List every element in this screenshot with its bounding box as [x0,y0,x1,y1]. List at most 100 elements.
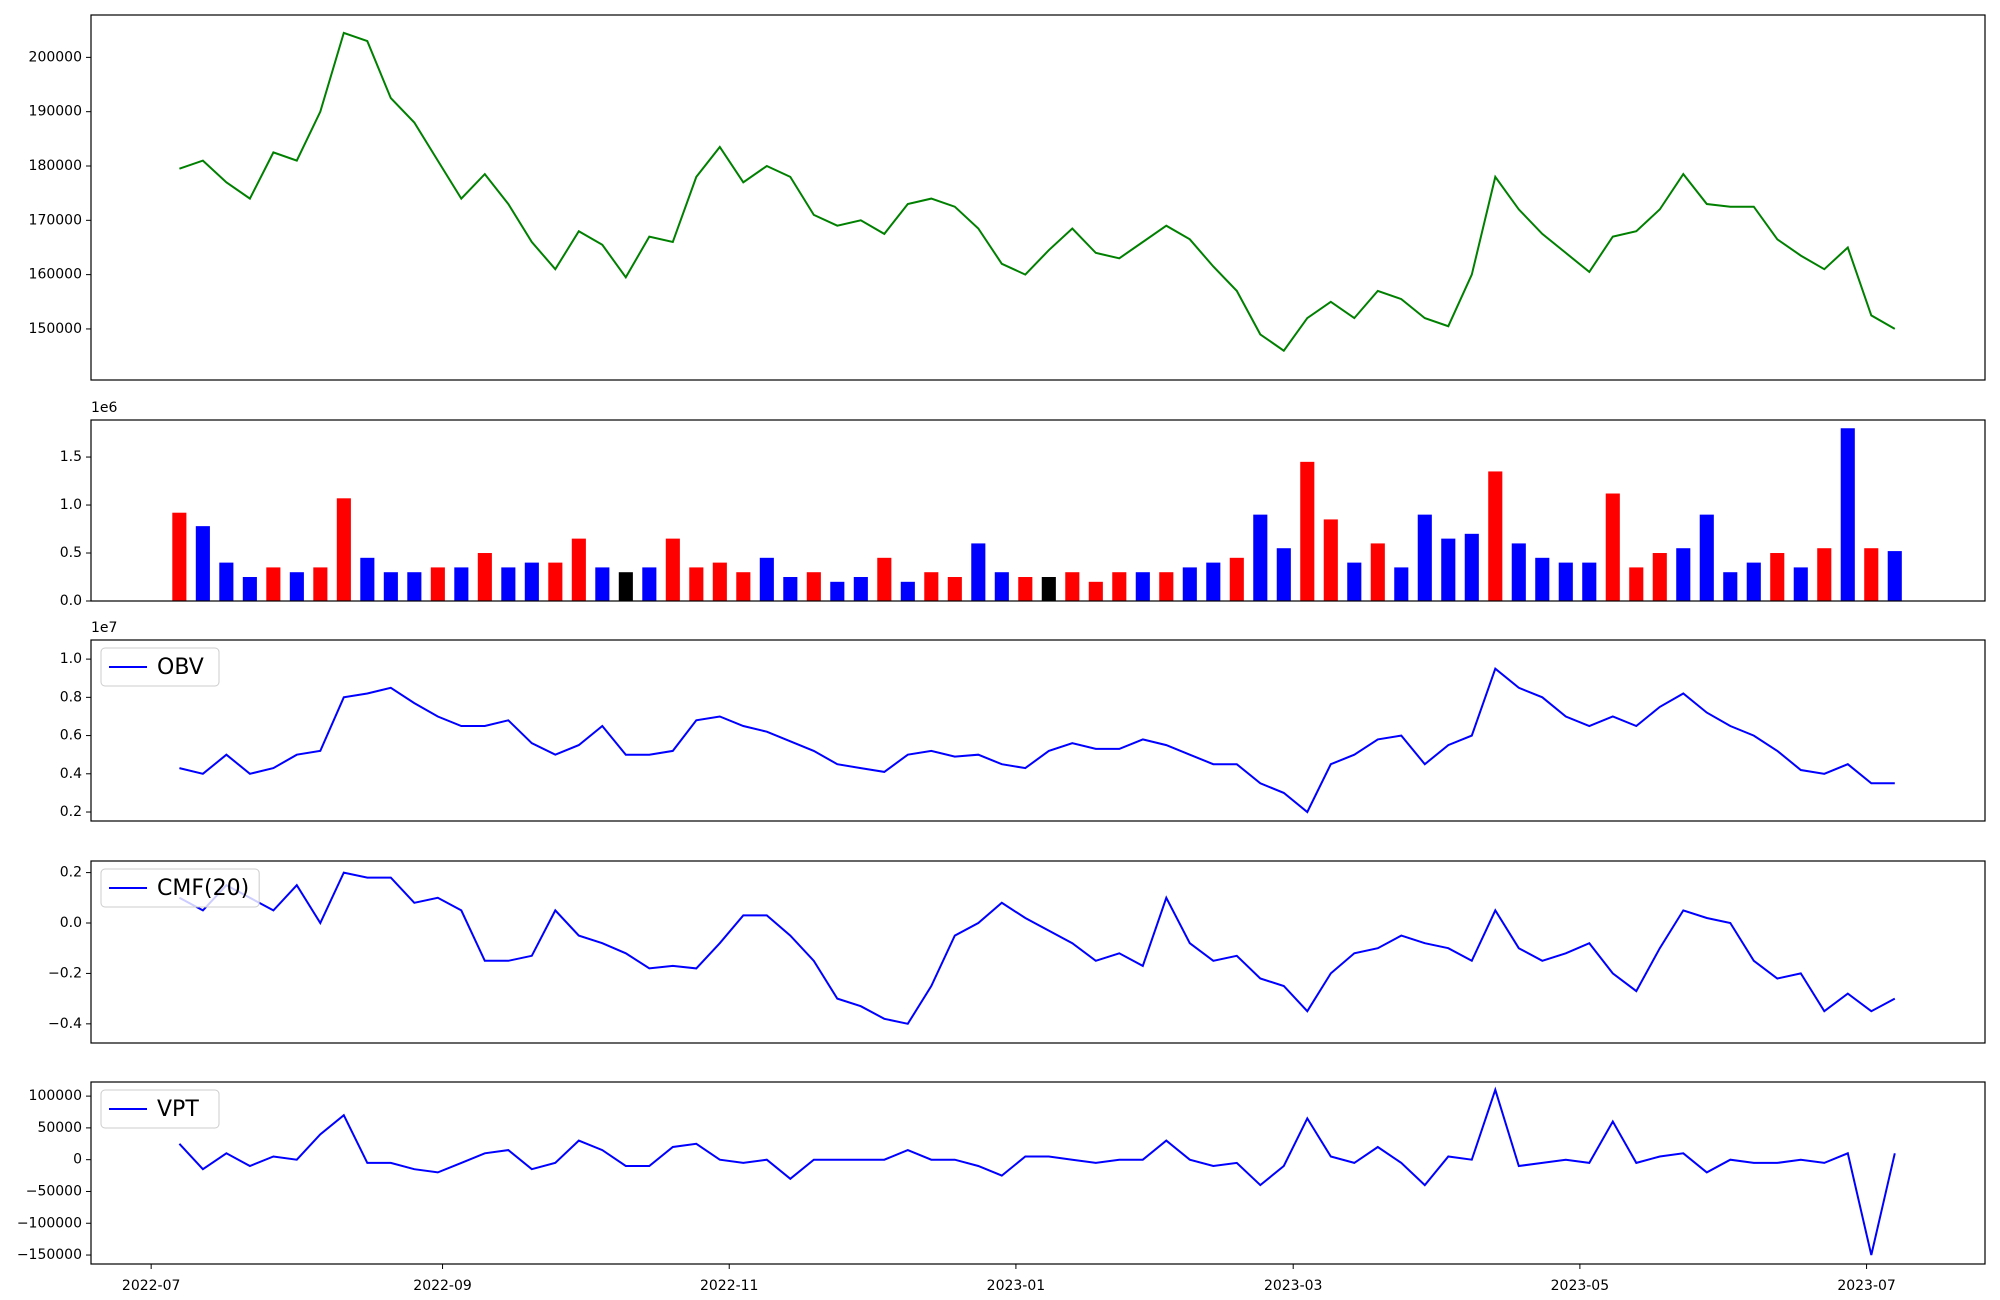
bar [524,562,539,601]
bar [853,577,868,601]
bar [1323,519,1338,601]
bar [1018,577,1033,601]
legend-label: CMF(20) [157,876,249,901]
bar [1276,548,1291,601]
y-tick-label: 150000 [29,321,82,337]
bar [172,512,187,601]
legend-label: VPT [157,1097,199,1122]
bar [1370,543,1385,601]
y-tick-label: −0.4 [48,1016,82,1032]
y-tick-label: 200000 [29,49,82,65]
bar [548,562,563,601]
bar [219,562,234,601]
x-tick-label: 2023-03 [1264,1278,1323,1294]
offset-text: 1e6 [91,400,118,416]
y-tick-label: 0.0 [60,915,82,931]
x-tick-label: 2022-11 [700,1278,759,1294]
bar [1840,428,1855,601]
y-tick-label: −0.2 [48,965,82,981]
bar [900,581,915,601]
y-tick-label: 0 [73,1152,82,1168]
axes-frame [90,639,1986,822]
axes-frame [90,1081,1986,1265]
bar [501,567,516,601]
y-tick-label: 100000 [29,1088,82,1104]
bar [571,538,586,601]
bar [407,572,422,601]
bar [1793,567,1808,601]
y-tick-label: 190000 [29,104,82,120]
bar [1605,493,1620,601]
bar [430,567,445,601]
bar [1206,562,1221,601]
y-tick-label: −50000 [26,1183,82,1199]
x-tick-label: 2023-07 [1837,1278,1896,1294]
bar [1864,548,1879,601]
y-tick-label: 0.0 [60,593,82,609]
y-tick-label: 1.5 [60,449,82,465]
line-series [179,667,1895,814]
bar [994,572,1009,601]
y-tick-label: 1.0 [60,497,82,513]
y-tick-label: −150000 [17,1247,82,1263]
bar [1182,567,1197,601]
bar [289,572,304,601]
bar [830,581,845,601]
axes-frame [90,419,1986,602]
bar [1417,514,1432,601]
bar [1488,471,1503,601]
bar [1347,562,1362,601]
bar [1582,562,1597,601]
y-tick-label: 0.6 [60,728,82,744]
bar [1253,514,1268,601]
legend-label: OBV [157,655,204,680]
y-tick-label: 50000 [37,1120,82,1136]
bar [1088,581,1103,601]
bar [1511,543,1526,601]
bar [1699,514,1714,601]
y-tick-label: 0.2 [60,804,82,820]
bar [689,567,704,601]
bar [1652,553,1667,601]
line-series [178,1086,1896,1256]
bar [1770,553,1785,601]
bar [195,526,210,601]
bar [1629,567,1644,601]
bar [595,567,610,601]
bar [1723,572,1738,601]
bar [924,572,939,601]
bar [1464,533,1479,601]
bar [1041,577,1056,601]
bar [971,543,986,601]
bar [642,567,657,601]
bar [1887,551,1902,601]
y-tick-label: 160000 [29,267,82,283]
line-series [178,871,1896,1025]
bar [783,577,798,601]
x-tick-label: 2022-09 [413,1278,472,1294]
bar [1394,567,1409,601]
bar [1229,557,1244,601]
bar [1558,562,1573,601]
bar [242,577,257,601]
x-tick-label: 2023-01 [987,1278,1046,1294]
bar [1676,548,1691,601]
y-tick-label: 170000 [29,212,82,228]
bar [1159,572,1174,601]
bar [1817,548,1832,601]
bar [947,577,962,601]
bar [1746,562,1761,601]
bar [1300,461,1315,601]
bar [1441,538,1456,601]
bar [454,567,469,601]
bar [1065,572,1080,601]
line-series [179,31,1896,353]
bar [759,557,774,601]
bar [665,538,680,601]
y-tick-label: 180000 [29,158,82,174]
bar [736,572,751,601]
y-tick-label: 0.8 [60,689,82,705]
x-tick-label: 2022-07 [122,1278,181,1294]
axes-frame [90,14,1986,381]
